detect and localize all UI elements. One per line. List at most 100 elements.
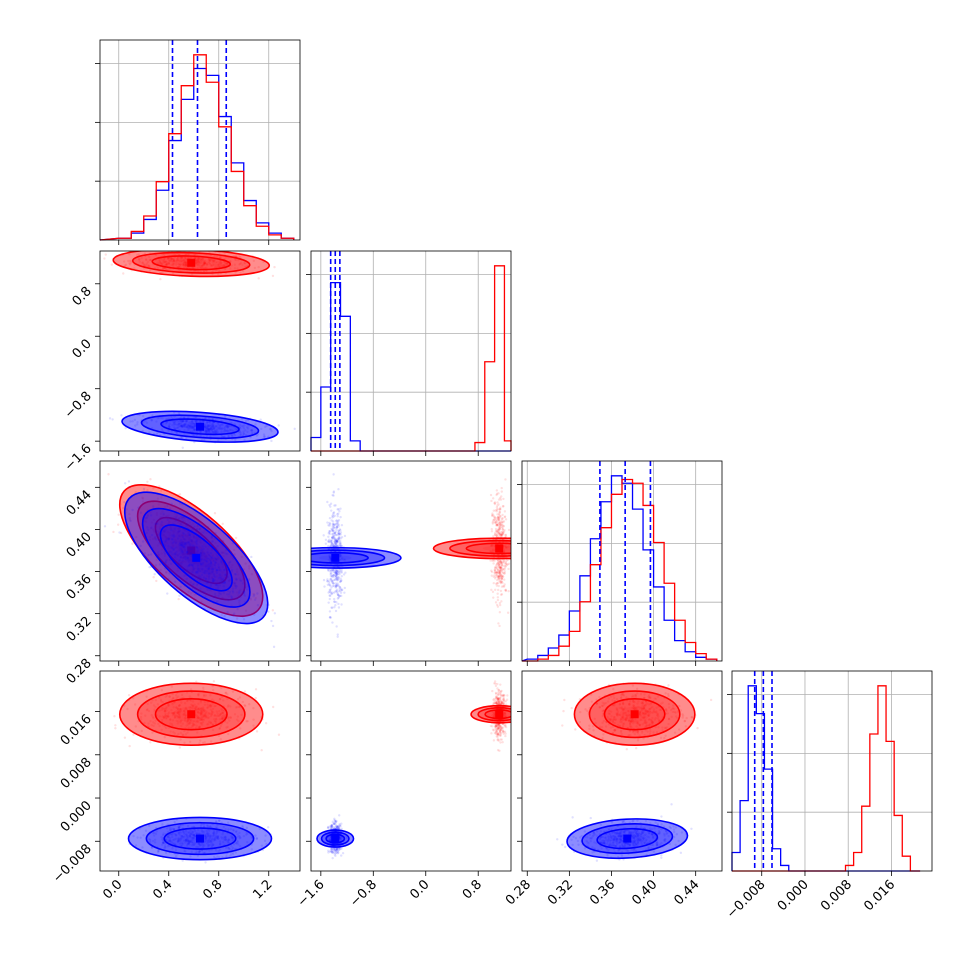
scatter-point-blue — [230, 570, 234, 573]
scatter-point-red — [500, 534, 503, 537]
scatter-point-red — [223, 261, 227, 265]
scatter-point-red — [197, 260, 200, 263]
scatter-point-red — [123, 264, 126, 267]
scatter-point-red — [247, 564, 251, 568]
scatter-point-blue — [329, 588, 332, 591]
scatter-point-blue — [188, 834, 192, 837]
scatter-point-blue — [200, 553, 203, 556]
scatter-point-blue — [229, 828, 233, 831]
scatter-point-red — [209, 259, 212, 262]
scatter-point-blue — [205, 430, 208, 433]
scatter-point-red — [164, 714, 167, 718]
scatter-point-red — [214, 269, 217, 272]
scatter-point-blue — [340, 854, 343, 857]
scatter-point-blue — [181, 535, 185, 539]
scatter-point-red — [504, 588, 507, 592]
scatter-point-blue — [186, 843, 189, 846]
scatter-point-blue — [175, 426, 179, 429]
scatter-point-red — [501, 505, 505, 508]
scatter-point-blue — [244, 429, 247, 432]
scatter-point-blue — [206, 824, 209, 827]
scatter-point-red — [209, 721, 212, 724]
scatter-point-red — [164, 260, 167, 264]
scatter-point-blue — [332, 536, 335, 539]
scatter-point-blue — [336, 522, 339, 525]
scatter-point-red — [189, 706, 193, 709]
scatter-point-red — [199, 718, 202, 722]
scatter-point-red — [177, 704, 181, 707]
scatter-point-blue — [335, 543, 338, 546]
scatter-point-blue — [333, 504, 336, 507]
scatter-point-red — [504, 724, 507, 727]
scatter-point-blue — [185, 838, 188, 842]
scatter-point-red — [495, 534, 498, 537]
scatter-point-red — [175, 706, 178, 709]
scatter-point-red — [183, 741, 186, 745]
scatter-point-blue — [209, 834, 212, 838]
scatter-point-blue — [342, 558, 345, 561]
scatter-point-blue — [147, 528, 150, 531]
scatter-point-red — [214, 541, 217, 545]
scatter-point-blue — [221, 837, 224, 840]
scatter-point-red — [145, 262, 149, 265]
scatter-point-red — [498, 730, 502, 734]
scatter-point-red — [503, 544, 506, 548]
scatter-point-red — [501, 532, 504, 535]
scatter-point-red — [160, 258, 164, 261]
scatter-point-blue — [328, 556, 332, 559]
scatter-point-red — [225, 726, 228, 729]
scatter-point-blue — [331, 514, 334, 518]
scatter-point-red — [193, 706, 197, 709]
scatter-point-red — [185, 552, 188, 555]
scatter-point-blue — [199, 563, 203, 566]
scatter-point-red — [192, 266, 195, 269]
scatter-point-blue — [335, 571, 339, 574]
scatter-point-red — [193, 703, 196, 706]
scatter-point-blue — [260, 844, 264, 847]
scatter-point-red — [500, 525, 503, 529]
scatter-point-blue — [328, 588, 332, 592]
scatter-point-blue — [202, 823, 206, 826]
scatter-point-blue — [192, 568, 195, 571]
scatter-point-blue — [337, 533, 340, 537]
scatter-point-blue — [233, 581, 236, 584]
scatter-point-red — [492, 514, 495, 517]
scatter-point-red — [220, 613, 223, 617]
scatter-point-blue — [332, 490, 336, 493]
scatter-point-red — [196, 537, 199, 541]
scatter-point-red — [114, 724, 117, 727]
scatter-point-red — [493, 533, 497, 536]
scatter-point-red — [171, 545, 174, 548]
scatter-point-red — [494, 726, 497, 729]
scatter-point-blue — [208, 430, 212, 434]
scatter-point-red — [209, 694, 212, 697]
scatter-point-red — [500, 570, 504, 574]
scatter-point-red — [146, 264, 150, 267]
scatter-point-blue — [226, 593, 229, 596]
scatter-point-blue — [323, 585, 326, 588]
scatter-point-red — [211, 707, 215, 711]
scatter-point-blue — [234, 586, 237, 590]
scatter-point-red — [176, 532, 179, 535]
scatter-point-red — [145, 516, 148, 520]
scatter-point-blue — [204, 429, 208, 432]
scatter-point-red — [236, 573, 240, 576]
scatter-point-red — [498, 507, 502, 511]
scatter-point-red — [154, 719, 157, 722]
scatter-point-red — [218, 727, 221, 731]
scatter-point-red — [168, 695, 171, 698]
scatter-point-red — [204, 715, 208, 718]
scatter-point-blue — [180, 562, 183, 565]
scatter-point-red — [161, 266, 165, 270]
scatter-point-red — [190, 538, 194, 542]
scatter-point-blue — [177, 411, 181, 415]
scatter-point-red — [219, 712, 223, 715]
scatter-point-red — [186, 534, 190, 537]
scatter-point-blue — [340, 588, 343, 592]
scatter-point-blue — [188, 424, 191, 427]
scatter-point-red — [495, 695, 498, 698]
scatter-point-red — [200, 551, 203, 554]
scatter-point-blue — [330, 536, 334, 539]
scatter-point-blue — [200, 843, 203, 847]
scatter-point-red — [502, 567, 505, 571]
